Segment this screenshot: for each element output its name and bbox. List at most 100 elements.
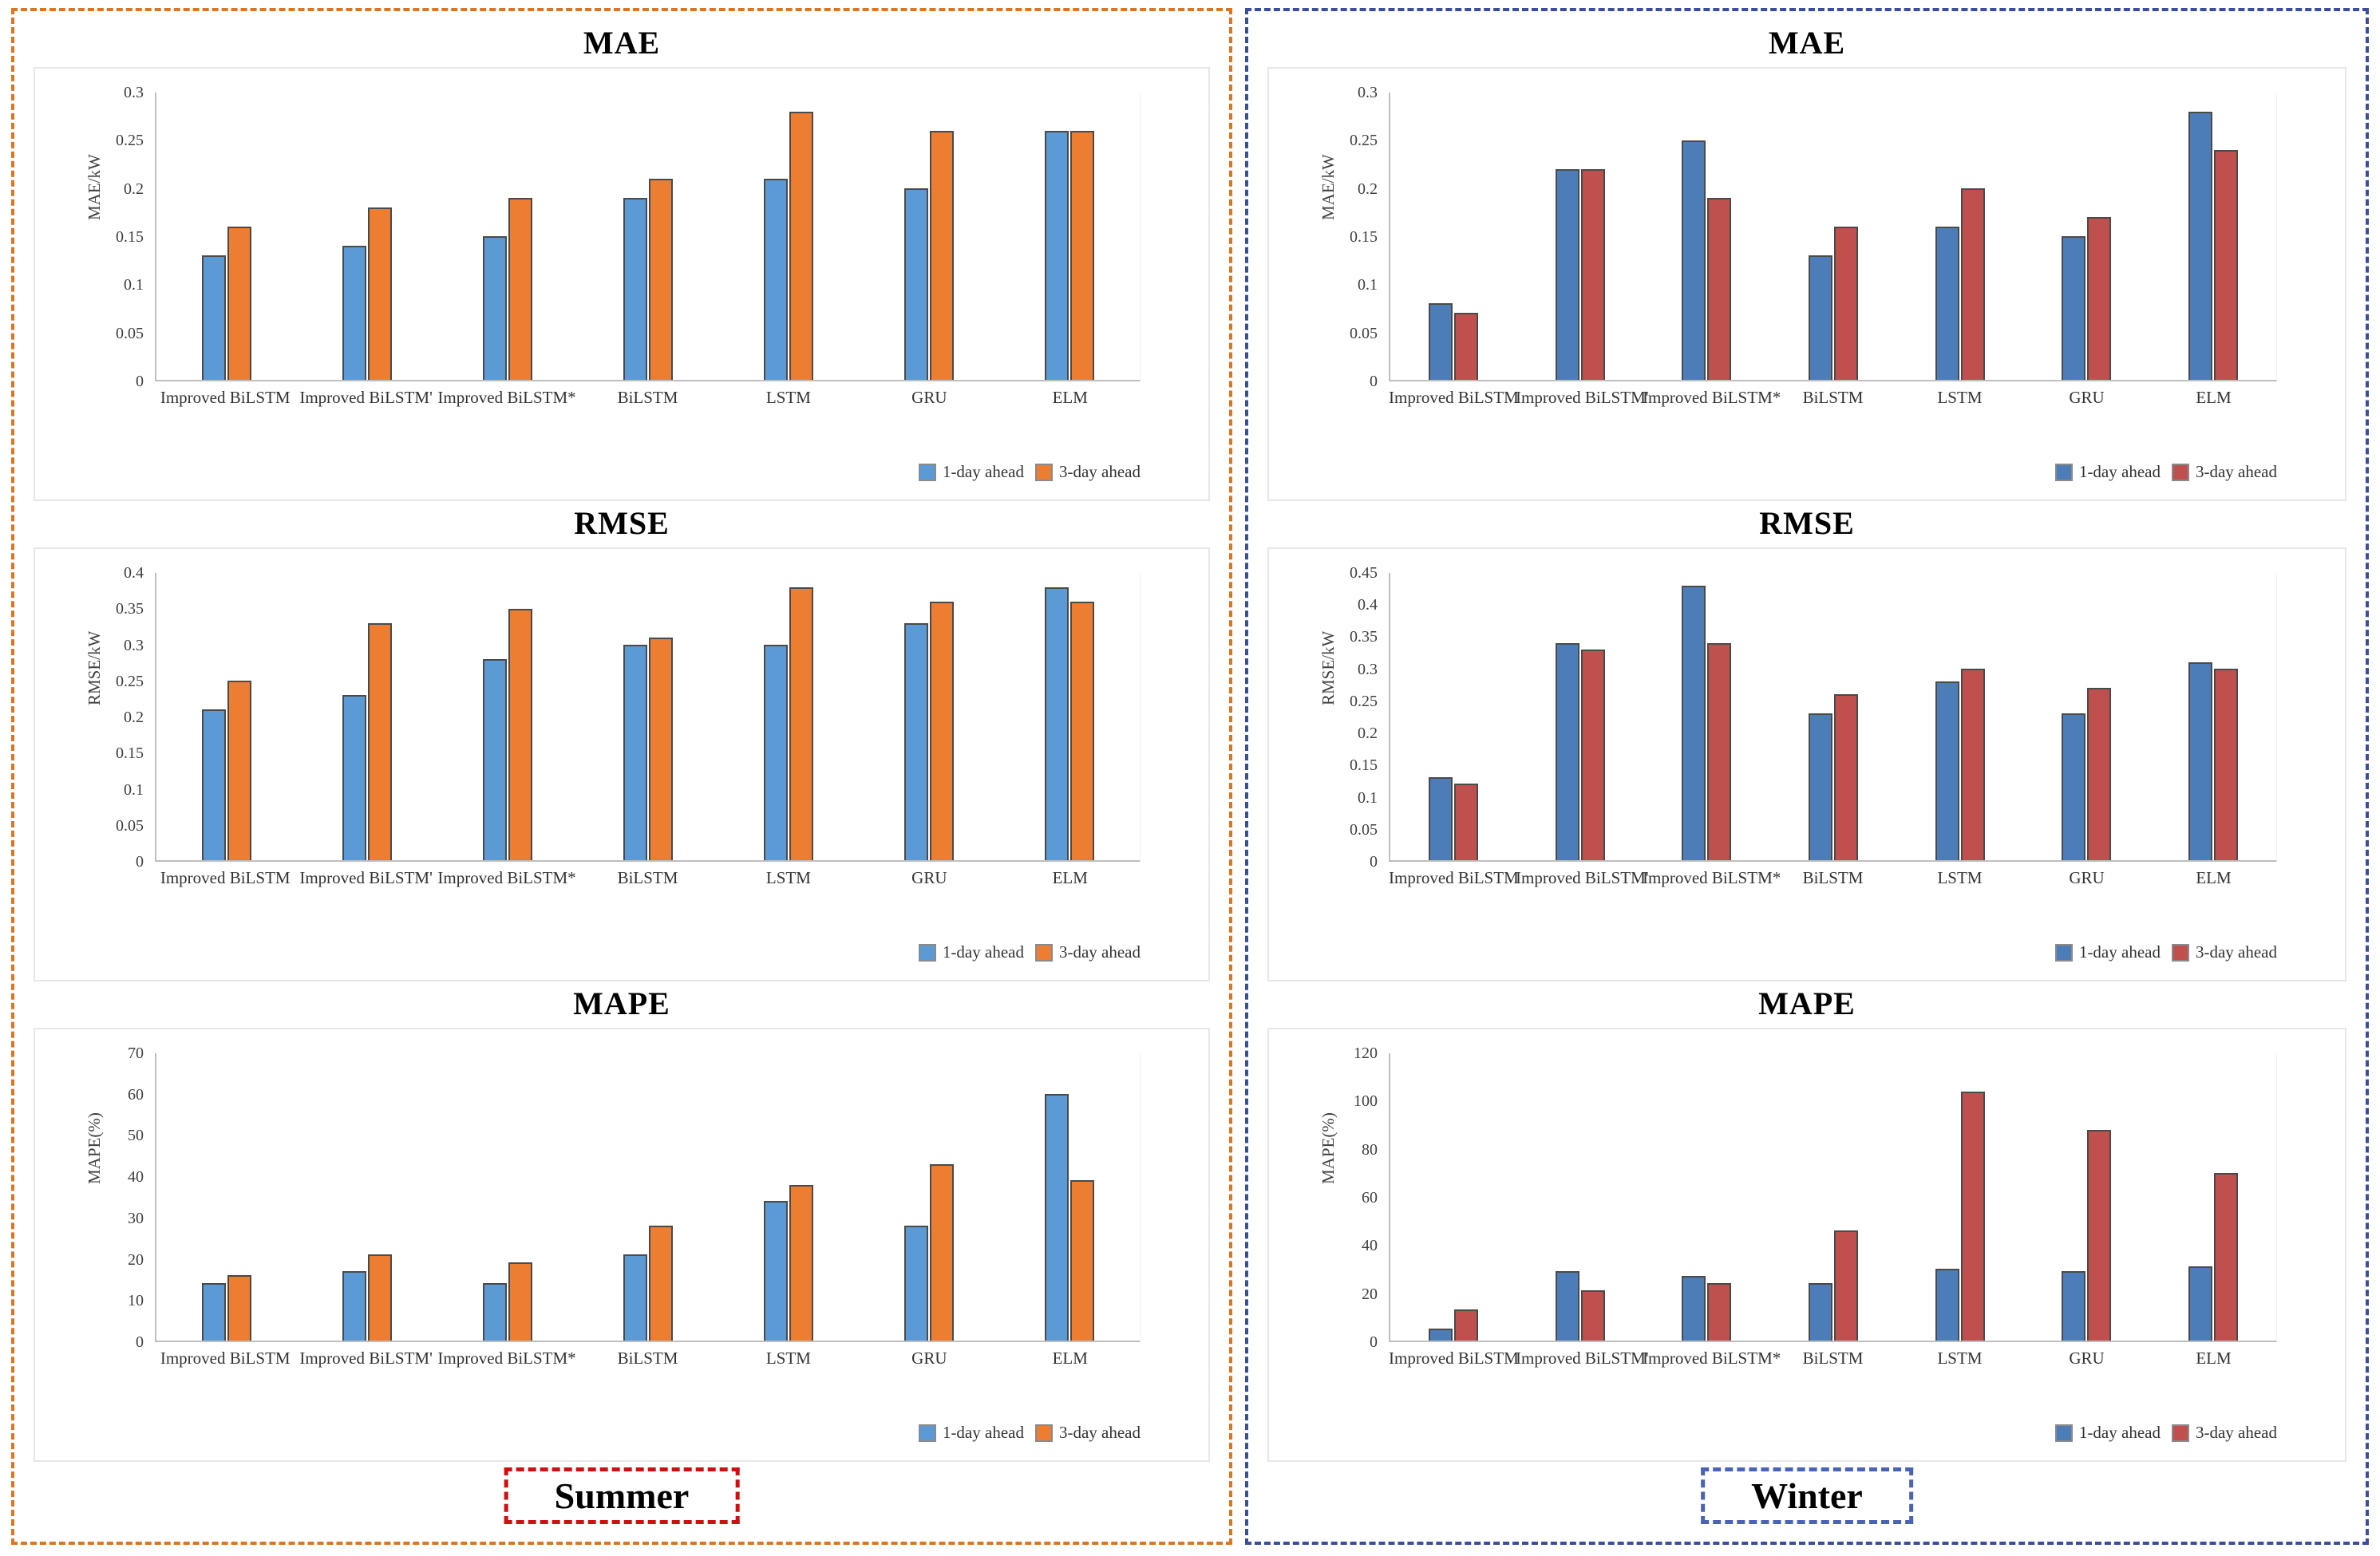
chart-panel: MAPE(%) 0 10 20 30 40 50 60 70 Improved BiLSTM Imp… bbox=[34, 1028, 1210, 1462]
x-category-label: Improved BiLSTM' bbox=[299, 1349, 433, 1368]
bar-3day bbox=[789, 587, 813, 860]
chart-legend: 1-day ahead 3-day ahead bbox=[2054, 942, 2277, 962]
x-category-label: GRU bbox=[911, 388, 947, 407]
bar-1day bbox=[342, 1270, 366, 1341]
bar-3day bbox=[1580, 1290, 1605, 1341]
legend-swatch-icon bbox=[2171, 943, 2189, 962]
y-tick-label: 0.05 bbox=[1350, 324, 1378, 342]
chart-panel: MAE/kW 0 0.05 0.1 0.15 0.2 0.25 0.3 Improved BiL… bbox=[1267, 67, 2346, 501]
legend-item: 1-day ahead bbox=[2054, 942, 2161, 962]
bar-3day bbox=[1707, 1283, 1732, 1341]
plot-area bbox=[155, 573, 1141, 862]
bar-3day bbox=[2213, 1173, 2238, 1341]
chart-title: MAE bbox=[583, 25, 661, 61]
bar-3day bbox=[1834, 694, 1858, 860]
y-tick-label: 70 bbox=[128, 1045, 144, 1062]
summer-mape-chart: MAPE MAPE(%) 0 10 20 30 40 50 60 70 Improved BiLST… bbox=[34, 986, 1210, 1462]
x-category-label: Improved BiLSTM* bbox=[437, 868, 576, 887]
y-tick-label: 40 bbox=[1362, 1237, 1378, 1255]
x-category-label: BiLSTM bbox=[1802, 868, 1864, 887]
bar-3day bbox=[227, 1274, 251, 1341]
x-category-label: Improved BiLSTM* bbox=[437, 388, 576, 407]
legend-swatch-icon bbox=[2054, 943, 2073, 962]
legend-label: 1-day ahead bbox=[2078, 462, 2161, 481]
y-tick-label: 60 bbox=[128, 1085, 144, 1104]
bar-3day bbox=[368, 1254, 392, 1341]
x-category-label: Improved BiLSTM' bbox=[299, 388, 433, 407]
legend-swatch-icon bbox=[918, 1424, 936, 1442]
bar-3day bbox=[2087, 1130, 2112, 1341]
bar-3day bbox=[1070, 1180, 1094, 1341]
x-category-label: BiLSTM bbox=[1802, 388, 1864, 407]
summer-rmse-chart: RMSE RMSE/kW 0 0.05 0.1 0.15 0.2 0.25 0.3 0.35 0.4… bbox=[34, 506, 1210, 981]
x-category-label: Improved BiLSTM' bbox=[299, 868, 433, 887]
x-category-label: LSTM bbox=[765, 868, 811, 887]
bar-1day bbox=[904, 1226, 928, 1341]
y-tick-label: 100 bbox=[1354, 1092, 1378, 1111]
x-category-label: Improved BiLSTM bbox=[1389, 1349, 1519, 1368]
bar-1day bbox=[1809, 713, 1832, 860]
x-category-label: Improved BiLSTM' bbox=[1516, 388, 1649, 407]
legend-label: 3-day ahead bbox=[2195, 1423, 2277, 1442]
legend-swatch-icon bbox=[918, 463, 936, 481]
legend-label: 1-day ahead bbox=[2078, 942, 2161, 962]
x-category-label: Improved BiLSTM bbox=[160, 868, 291, 887]
winter-mape-chart: MAPE MAPE(%) 0 20 40 60 80 100 120 Improved BiLST… bbox=[1267, 986, 2346, 1462]
bar-1day bbox=[1045, 1094, 1069, 1341]
bar-1day bbox=[483, 1283, 507, 1341]
legend-swatch-icon bbox=[2171, 463, 2189, 481]
x-category-label: Improved BiLSTM' bbox=[1516, 868, 1649, 887]
bar-3day bbox=[1834, 1230, 1858, 1341]
legend-label: 3-day ahead bbox=[1058, 1423, 1141, 1442]
bar-1day bbox=[904, 188, 928, 380]
bar-1day bbox=[1682, 140, 1706, 380]
bar-1day bbox=[201, 709, 226, 860]
y-tick-label: 0.4 bbox=[1358, 596, 1378, 614]
x-category-label: Improved BiLSTM* bbox=[1643, 868, 1781, 887]
y-tick-label: 0.3 bbox=[124, 84, 144, 101]
y-tick-label: 0.15 bbox=[116, 228, 144, 246]
x-category-label: LSTM bbox=[1937, 1349, 1983, 1368]
legend-item: 3-day ahead bbox=[1034, 942, 1141, 962]
summer-mae-chart: MAE MAE/kW 0 0.05 0.1 0.15 0.2 0.25 0.3 Improved … bbox=[34, 26, 1210, 501]
y-tick-label: 0 bbox=[1370, 373, 1378, 390]
legend-swatch-icon bbox=[2054, 1424, 2073, 1442]
x-category-label: BiLSTM bbox=[617, 868, 678, 887]
y-tick-label: 0.25 bbox=[116, 132, 144, 150]
legend-item: 1-day ahead bbox=[2054, 462, 2161, 482]
bar-3day bbox=[368, 623, 392, 860]
y-tick-label: 0.25 bbox=[116, 672, 144, 690]
y-tick-label: 50 bbox=[128, 1127, 144, 1145]
bar-3day bbox=[2087, 688, 2112, 860]
legend-label: 1-day ahead bbox=[942, 942, 1024, 962]
bar-1day bbox=[1429, 1329, 1453, 1341]
bar-1day bbox=[1809, 255, 1832, 380]
bar-1day bbox=[342, 695, 366, 860]
x-category-label: Improved BiLSTM* bbox=[437, 1349, 576, 1368]
y-tick-label: 0.25 bbox=[1350, 692, 1378, 710]
bar-1day bbox=[1045, 587, 1069, 860]
bar-1day bbox=[1809, 1283, 1832, 1341]
bar-3day bbox=[1580, 169, 1605, 380]
y-tick-label: 0.15 bbox=[1350, 228, 1378, 246]
summer-label: Summer bbox=[554, 1475, 690, 1516]
y-tick-label: 0 bbox=[1370, 1333, 1378, 1351]
legend-label: 3-day ahead bbox=[2195, 942, 2277, 962]
x-axis-labels: Improved BiLSTM Improved BiLSTM' Improved … bbox=[155, 388, 1141, 418]
x-category-label: ELM bbox=[2196, 1349, 2232, 1368]
winter-label: Winter bbox=[1751, 1475, 1863, 1516]
x-category-label: LSTM bbox=[1937, 868, 1983, 887]
x-category-label: LSTM bbox=[1937, 388, 1983, 407]
bar-1day bbox=[483, 236, 507, 380]
chart-legend: 1-day ahead 3-day ahead bbox=[918, 1423, 1141, 1443]
y-tick-label: 0 bbox=[1370, 853, 1378, 871]
winter-rmse-chart: RMSE RMSE/kW 0 0.05 0.1 0.15 0.2 0.25 0.3 0.35 0.4… bbox=[1267, 506, 2346, 981]
legend-label: 3-day ahead bbox=[1058, 462, 1141, 481]
bar-3day bbox=[1960, 1092, 1985, 1341]
bar-1day bbox=[623, 198, 647, 380]
y-tick-label: 0.45 bbox=[1350, 564, 1378, 582]
bar-1day bbox=[623, 645, 647, 860]
y-tick-label: 0.1 bbox=[124, 780, 144, 799]
x-axis-labels: Improved BiLSTM Improved BiLSTM' Improved … bbox=[1389, 1349, 2277, 1379]
y-tick-label: 30 bbox=[128, 1209, 144, 1227]
